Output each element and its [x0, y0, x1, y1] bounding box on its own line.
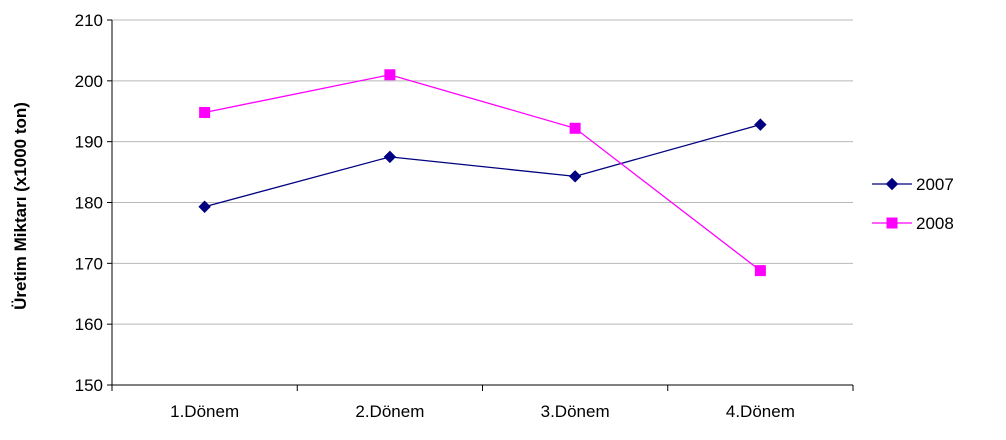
- tick-labels: 150 160 170 180 190 200 210 1.Dönem 2.Dönem 3.Dön…: [75, 11, 795, 421]
- data-point-2008: [569, 122, 581, 134]
- x-tick-label: 2.Dönem: [355, 402, 424, 421]
- data-point-2007: [754, 118, 767, 131]
- gridlines: [112, 19, 853, 325]
- series-line-2008: [204, 74, 761, 272]
- data-point-2007: [198, 200, 211, 213]
- y-tick-label: 190: [75, 133, 103, 152]
- y-tick-label: 160: [75, 315, 103, 334]
- y-tick-label: 210: [75, 11, 103, 30]
- x-tick-label: 3.Dönem: [541, 402, 610, 421]
- data-point-2008: [199, 106, 211, 118]
- data-point-2007: [383, 150, 397, 164]
- series-line-2007: [204, 124, 761, 208]
- legend: 2007 2008: [872, 175, 954, 233]
- y-tick-label: 200: [75, 72, 103, 91]
- legend-label-2008: 2008: [916, 214, 954, 233]
- legend-label-2007: 2007: [916, 175, 954, 194]
- data-point-2008: [384, 69, 396, 81]
- x-tick-label: 4.Dönem: [726, 402, 795, 421]
- data-point-2007: [568, 170, 582, 183]
- series-lines: [198, 69, 767, 277]
- y-axis-title: Üretim Miktarı (x1000 ton): [11, 102, 30, 310]
- y-tick-label: 150: [75, 376, 103, 395]
- axes: [107, 19, 854, 391]
- data-point-2008: [754, 265, 766, 277]
- x-tick-label: 1.Dönem: [170, 402, 239, 421]
- y-tick-label: 170: [75, 254, 103, 273]
- legend-marker-2008: [886, 217, 898, 229]
- y-tick-label: 180: [75, 194, 103, 213]
- legend-marker-2007: [885, 177, 899, 191]
